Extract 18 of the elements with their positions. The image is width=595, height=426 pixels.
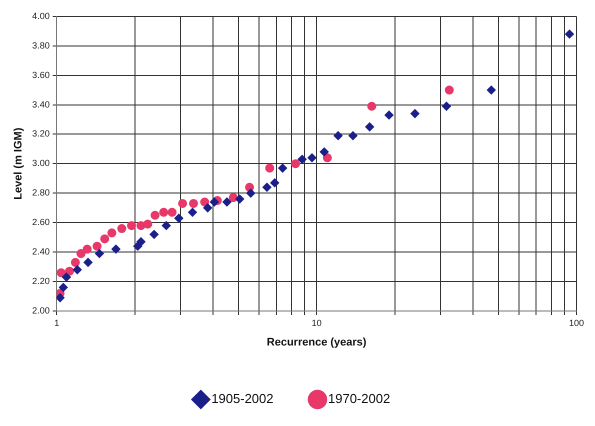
y-tick-label: 3.20 <box>32 128 50 139</box>
y-tick-label: 4.00 <box>32 10 50 21</box>
legend-label: 1970-2002 <box>328 391 390 406</box>
y-tick-label: 2.20 <box>32 276 50 286</box>
y-tick-label: 2.60 <box>32 217 50 228</box>
y-tick-label: 3.60 <box>32 70 50 80</box>
x-tick-label: 1 <box>54 318 60 328</box>
y-tick-label: 2.40 <box>32 246 50 257</box>
y-tick-label: 2.80 <box>32 188 50 198</box>
x-tick-label: 100 <box>568 318 584 328</box>
y-axis-title: Level (m IGM) <box>12 127 25 200</box>
x-axis-title: Recurrence (years) <box>266 336 367 348</box>
y-tick-label: 3.80 <box>32 40 50 50</box>
y-tick-label: 3.00 <box>32 158 50 168</box>
x-tick-label: 10 <box>312 318 322 328</box>
y-tick-label: 2.00 <box>32 305 50 316</box>
y-tick-label: 3.40 <box>32 99 50 110</box>
legend-label: 1905-2002 <box>211 391 274 406</box>
